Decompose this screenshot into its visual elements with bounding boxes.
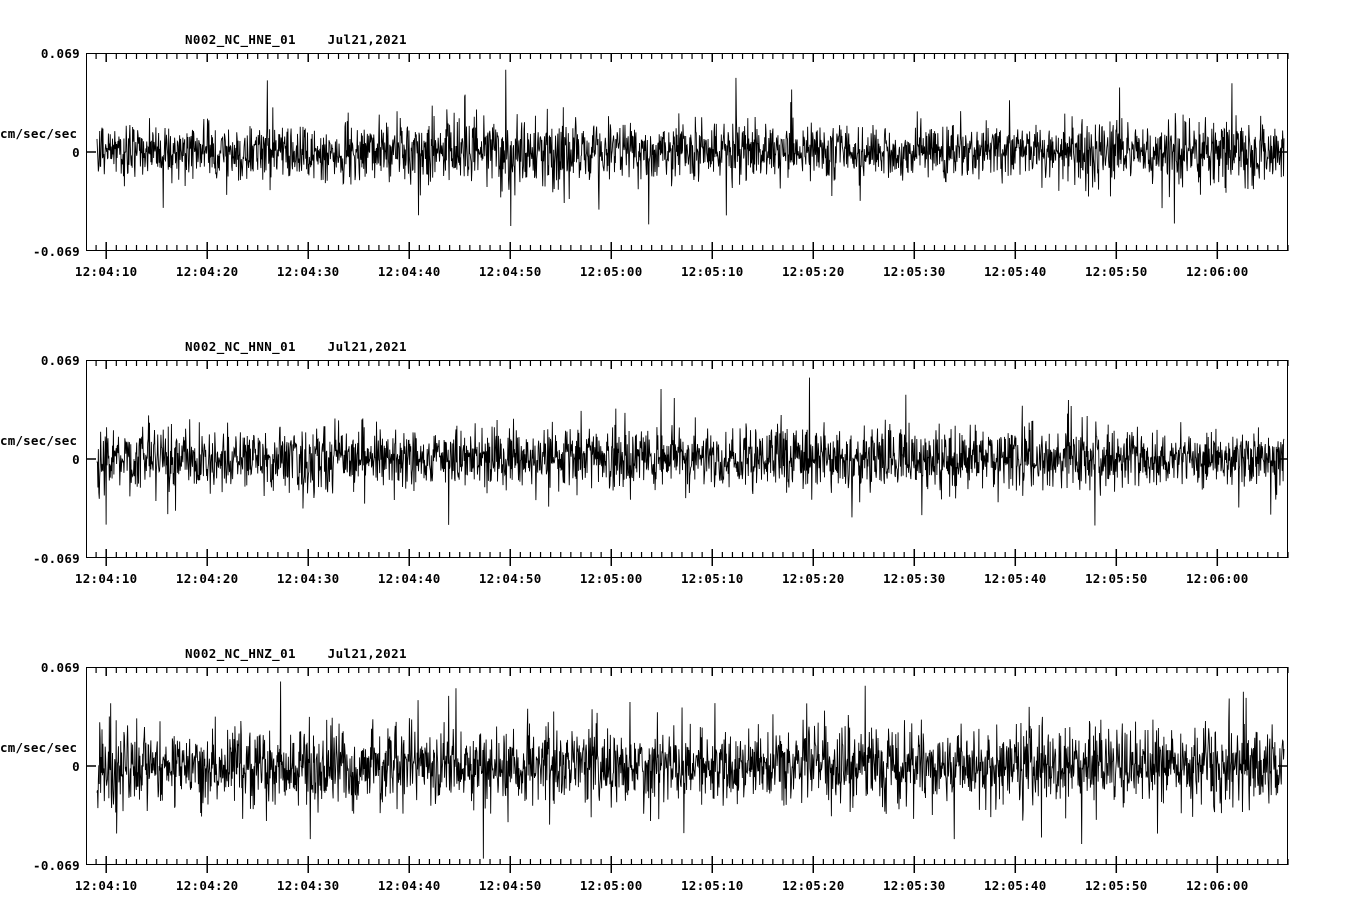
y-axis-title: cm/sec/sec — [0, 740, 78, 755]
x-tick-label: 12:06:00 — [1185, 264, 1249, 279]
waveform-trace — [96, 681, 1285, 859]
x-tick-label: 12:04:50 — [478, 264, 542, 279]
x-tick-label: 12:04:50 — [478, 878, 542, 893]
y-tick-label: 0 — [72, 145, 80, 160]
x-tick-label: 12:05:10 — [680, 878, 744, 893]
x-tick-label: 12:05:20 — [781, 264, 845, 279]
y-tick-label: -0.069 — [33, 244, 80, 259]
x-tick-label: 12:05:50 — [1084, 264, 1148, 279]
x-tick-label: 12:04:50 — [478, 571, 542, 586]
y-tick-label: 0 — [72, 452, 80, 467]
x-tick-label: 12:05:00 — [579, 264, 643, 279]
x-tick-label: 12:05:10 — [680, 264, 744, 279]
x-tick-label: 12:04:20 — [175, 264, 239, 279]
x-tick-label: 12:05:50 — [1084, 571, 1148, 586]
x-tick-label: 12:05:40 — [983, 264, 1047, 279]
plot-frame — [86, 360, 1288, 558]
x-tick-label: 12:06:00 — [1185, 571, 1249, 586]
x-tick-label: 12:04:20 — [175, 571, 239, 586]
y-tick-label: 0.069 — [40, 46, 80, 61]
y-tick-label: 0.069 — [40, 660, 80, 675]
y-axis-title: cm/sec/sec — [0, 433, 78, 448]
x-tick-label: 12:05:30 — [882, 264, 946, 279]
y-tick-label: -0.069 — [33, 858, 80, 873]
x-tick-label: 12:05:20 — [781, 571, 845, 586]
x-tick-label: 12:04:30 — [276, 571, 340, 586]
x-tick-label: 12:05:40 — [983, 571, 1047, 586]
waveform-trace — [96, 377, 1285, 526]
x-tick-label: 12:05:00 — [579, 571, 643, 586]
x-tick-label: 12:04:10 — [74, 264, 138, 279]
panel-title: N002_NC_HNZ_01 Jul21,2021 — [185, 646, 407, 661]
x-tick-label: 12:06:00 — [1185, 878, 1249, 893]
x-tick-label: 12:05:10 — [680, 571, 744, 586]
x-tick-label: 12:04:40 — [377, 571, 441, 586]
plot-frame — [86, 667, 1288, 865]
x-tick-label: 12:04:20 — [175, 878, 239, 893]
y-tick-label: 0.069 — [40, 353, 80, 368]
x-tick-label: 12:05:30 — [882, 571, 946, 586]
y-axis-title: cm/sec/sec — [0, 126, 78, 141]
x-tick-label: 12:04:40 — [377, 264, 441, 279]
plot-frame — [86, 53, 1288, 251]
x-tick-label: 12:05:20 — [781, 878, 845, 893]
panel-title: N002_NC_HNN_01 Jul21,2021 — [185, 339, 407, 354]
y-tick-label: -0.069 — [33, 551, 80, 566]
x-tick-label: 12:04:40 — [377, 878, 441, 893]
x-tick-label: 12:05:30 — [882, 878, 946, 893]
x-tick-label: 12:04:30 — [276, 264, 340, 279]
y-tick-label: 0 — [72, 759, 80, 774]
x-tick-label: 12:05:50 — [1084, 878, 1148, 893]
x-tick-label: 12:05:00 — [579, 878, 643, 893]
x-tick-label: 12:04:10 — [74, 878, 138, 893]
x-tick-label: 12:05:40 — [983, 878, 1047, 893]
panel-title: N002_NC_HNE_01 Jul21,2021 — [185, 32, 407, 47]
waveform-trace — [96, 69, 1285, 227]
x-tick-label: 12:04:30 — [276, 878, 340, 893]
x-tick-label: 12:04:10 — [74, 571, 138, 586]
